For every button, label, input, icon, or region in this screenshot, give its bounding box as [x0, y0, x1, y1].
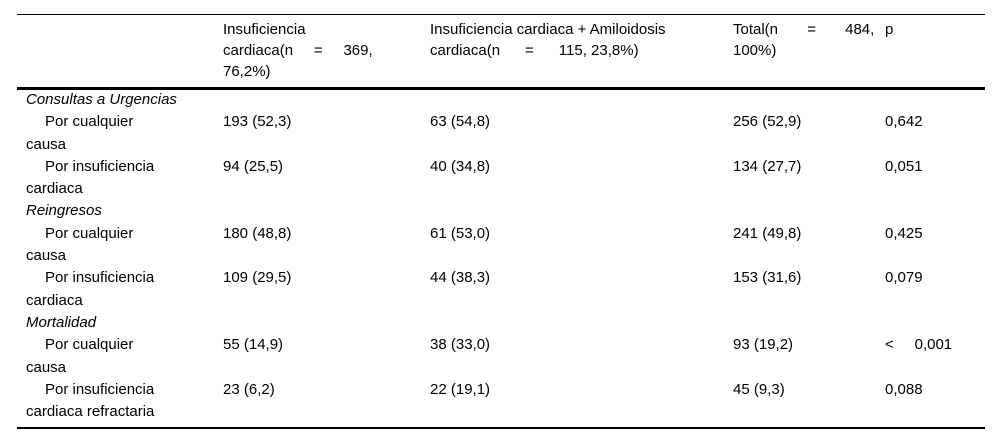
value-cell-p: 0,088: [885, 380, 923, 398]
data-row-urgencias-cualquier-causa: Por cualquier causa 193 (52,3) 63 (54,8)…: [0, 111, 1000, 156]
value-cell-hf-amyloidosis: 38 (33,0): [430, 336, 491, 354]
value-cell-p: 0,642: [885, 113, 923, 131]
col-header-p-value: p: [885, 20, 894, 38]
value-cell-total: 93 (19,2): [733, 336, 794, 354]
value-cell-heart-failure: 23 (6,2): [223, 380, 275, 398]
value-cell-hf-amyloidosis: 40 (34,8): [430, 157, 491, 175]
section-label: Reingresos: [26, 202, 102, 220]
col-header-heart-failure: Insuficiencia cardiaca(n = 369, 76,2%): [223, 20, 377, 80]
section-label: Mortalidad: [26, 313, 97, 331]
value-cell-total: 256 (52,9): [733, 113, 802, 131]
col-header-hf-plus-amyloidosis: Insuficiencia cardiaca + Amiloidosis car…: [430, 20, 670, 59]
row-label: Por cualquier causa: [26, 336, 134, 376]
row-label: Por insuficiencia cardiaca refractaria: [26, 380, 155, 421]
data-row-mortalidad-cualquier-causa: Por cualquier causa 55 (14,9) 38 (33,0) …: [0, 334, 1000, 379]
table-bottom-rule: [17, 427, 985, 429]
value-cell-heart-failure: 94 (25,5): [223, 157, 284, 175]
data-row-reingresos-cualquier-causa: Por cualquier causa 180 (48,8) 61 (53,0)…: [0, 223, 1000, 268]
row-label: Por cualquier causa: [26, 113, 134, 153]
row-label: Por insuficiencia cardiaca: [26, 157, 155, 198]
value-cell-hf-amyloidosis: 44 (38,3): [430, 269, 491, 287]
section-label: Consultas a Urgencias: [26, 91, 177, 108]
value-cell-p: < 0,001: [885, 336, 953, 354]
value-cell-p: 0,079: [885, 269, 923, 287]
value-cell-heart-failure: 55 (14,9): [223, 336, 284, 354]
value-cell-heart-failure: 109 (29,5): [223, 269, 292, 287]
data-row-urgencias-insuficiencia-cardiaca: Por insuficiencia cardiaca 94 (25,5) 40 …: [0, 156, 1000, 201]
value-cell-total: 134 (27,7): [733, 157, 802, 175]
table-top-rule: [17, 13, 985, 15]
table-header-rule: [17, 87, 985, 90]
data-row-reingresos-insuficiencia-cardiaca: Por insuficiencia cardiaca 109 (29,5) 44…: [0, 267, 1000, 312]
row-label: Por insuficiencia cardiaca: [26, 269, 155, 309]
value-cell-hf-amyloidosis: 63 (54,8): [430, 113, 491, 131]
section-row-mortalidad: Mortalidad: [0, 312, 1000, 334]
table-body: Consultas a Urgencias Por cualquier caus…: [0, 89, 1000, 423]
value-cell-heart-failure: 193 (52,3): [223, 113, 292, 131]
value-cell-p: 0,425: [885, 224, 923, 242]
value-cell-heart-failure: 180 (48,8): [223, 224, 292, 242]
value-cell-hf-amyloidosis: 22 (19,1): [430, 380, 491, 398]
value-cell-total: 241 (49,8): [733, 224, 802, 242]
data-row-mortalidad-ic-refractaria: Por insuficiencia cardiaca refractaria 2…: [0, 379, 1000, 424]
row-label: Por cualquier causa: [26, 224, 134, 265]
value-cell-p: 0,051: [885, 157, 923, 175]
col-header-total: Total(n = 484, 100%): [733, 20, 879, 59]
value-cell-total: 45 (9,3): [733, 380, 785, 398]
value-cell-total: 153 (31,6): [733, 269, 802, 287]
section-row-reingresos: Reingresos: [0, 200, 1000, 222]
value-cell-hf-amyloidosis: 61 (53,0): [430, 224, 491, 242]
section-row-consultas-urgencias: Consultas a Urgencias: [0, 89, 1000, 111]
